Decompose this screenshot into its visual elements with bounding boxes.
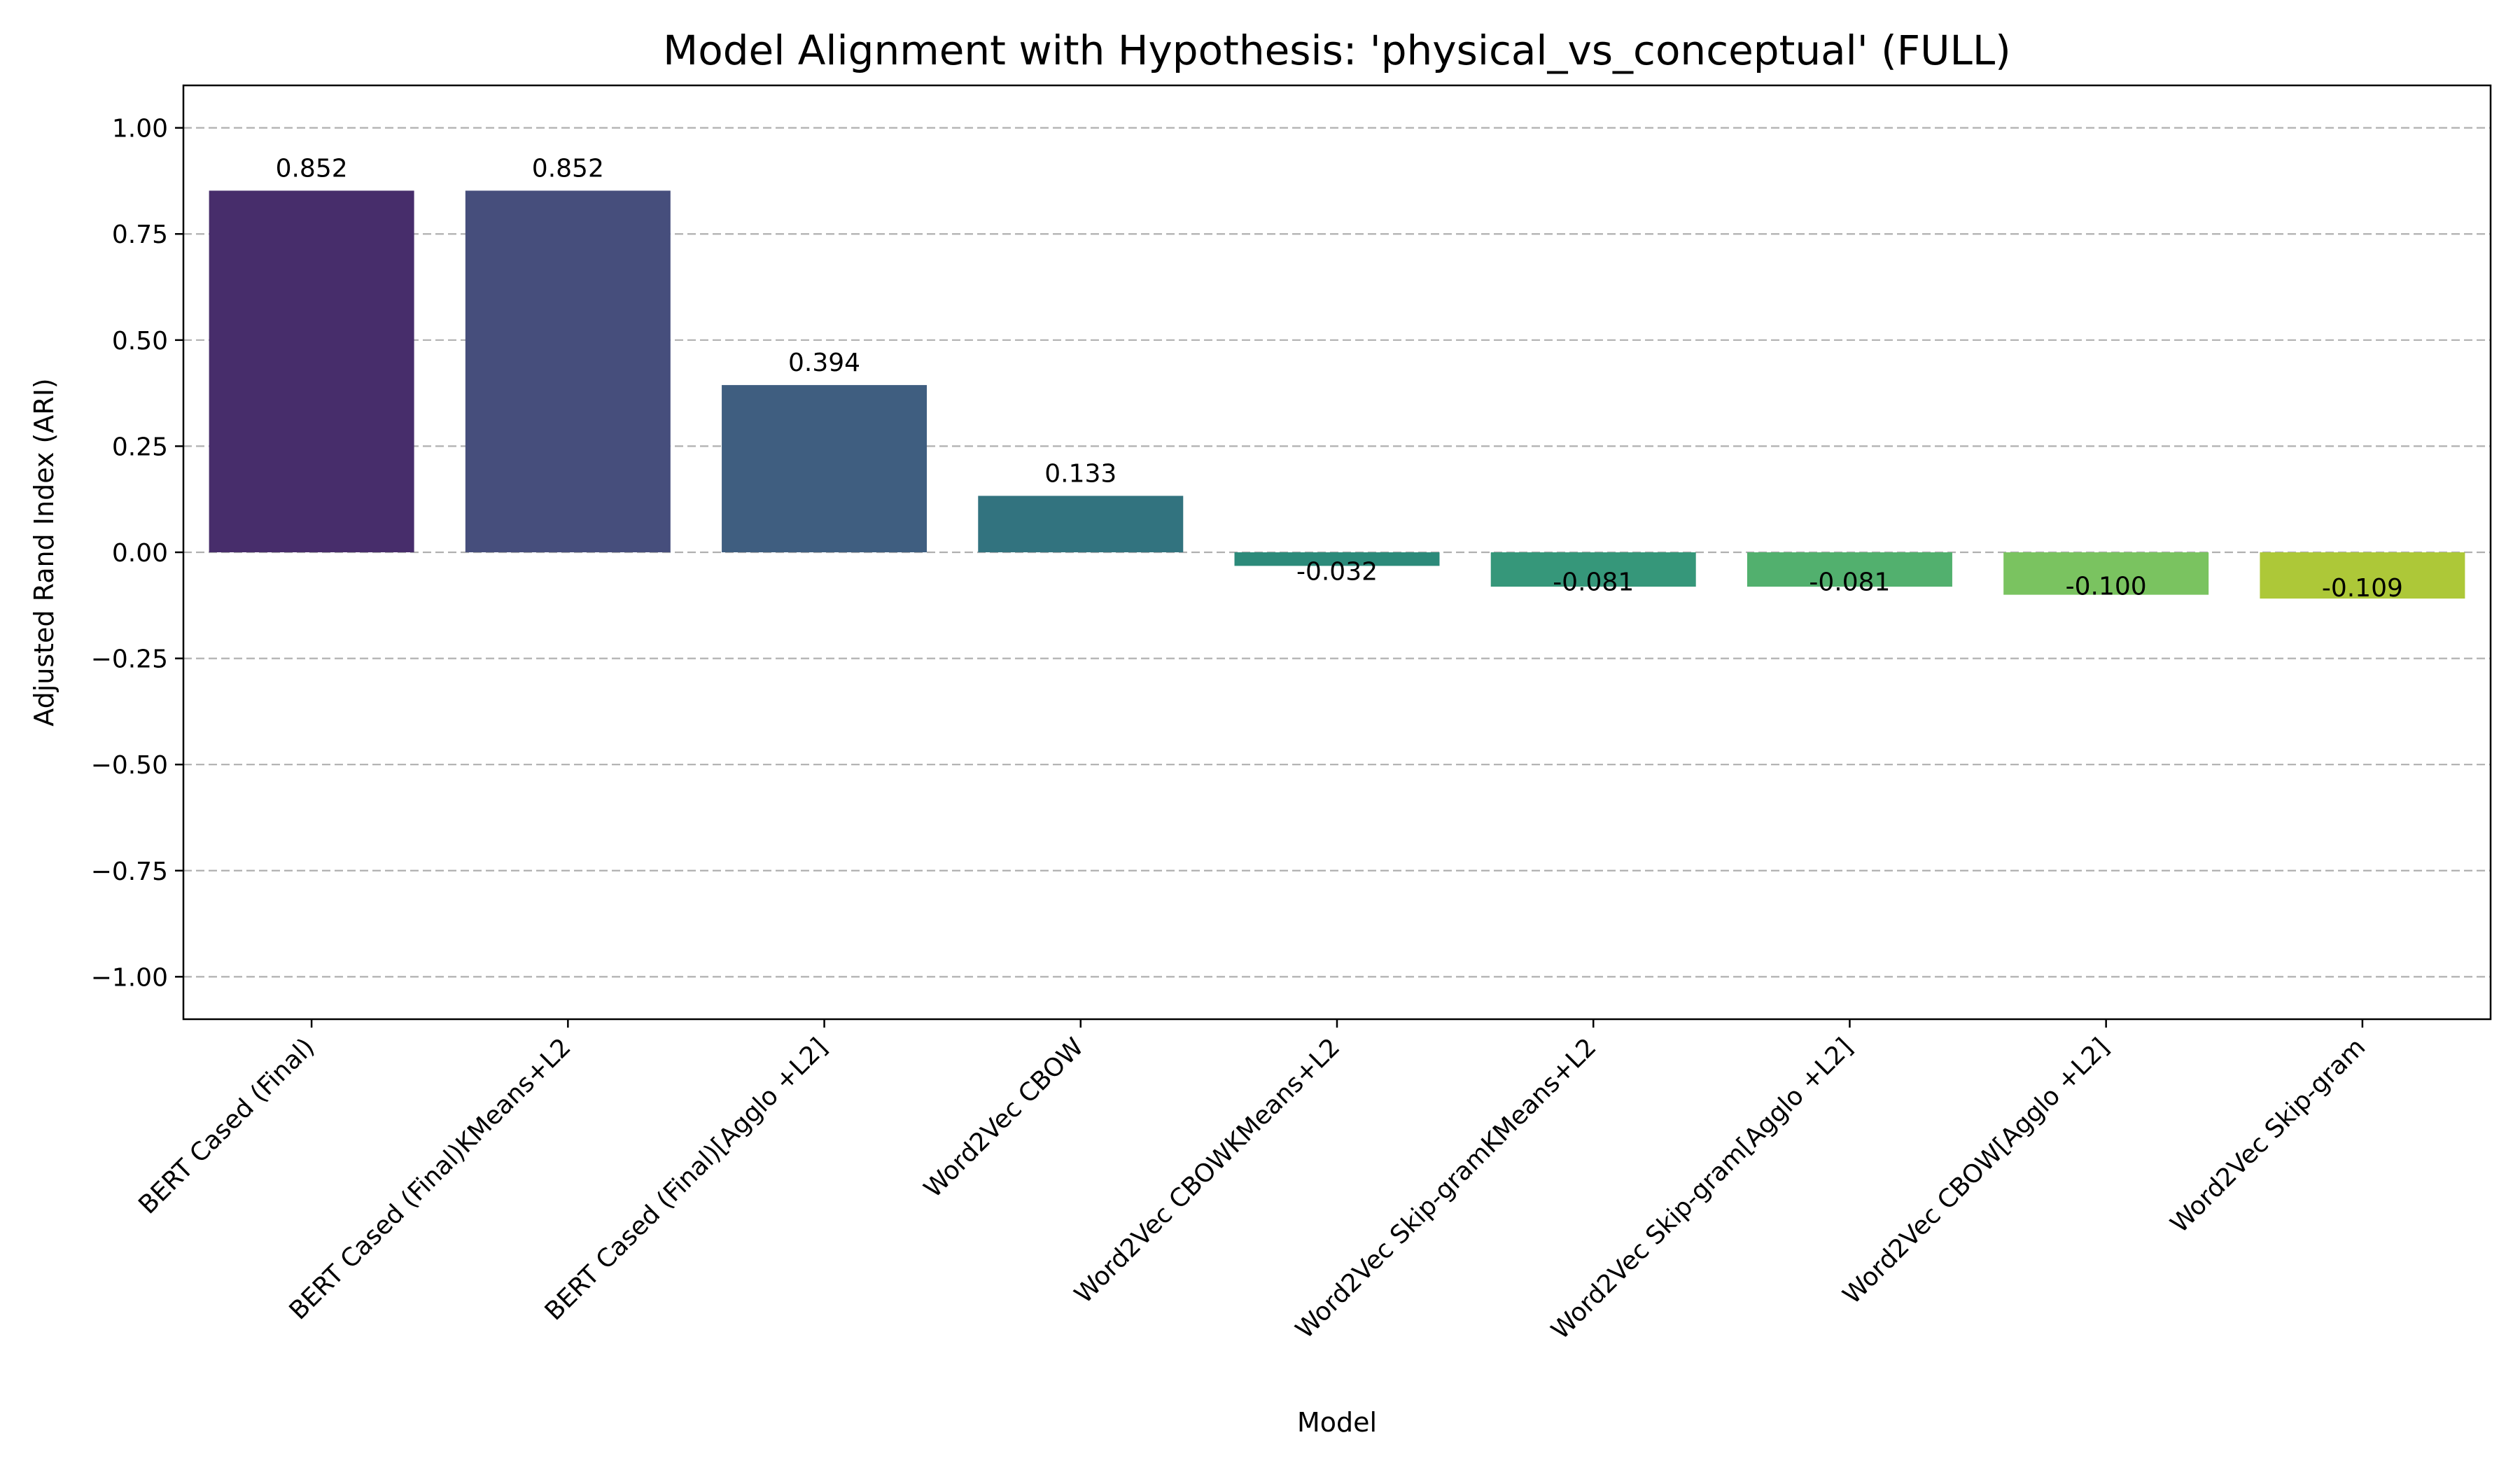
x-tick-label: Word2Vec CBOWKMeans+L2 [1070,1032,1346,1309]
x-tick-label: Word2Vec CBOW[Agglo +L2] [1837,1032,2115,1310]
bar-value-label: 0.133 [1044,459,1116,488]
bar-value-label: -0.081 [1553,568,1634,597]
bar [2260,552,2465,599]
bar [465,190,671,552]
x-tick-label: BERT Cased (Final)KMeans+L2 [284,1032,577,1325]
bar-value-label: -0.109 [2322,574,2403,603]
y-tick-label: −1.00 [91,963,168,992]
bar-value-label: -0.081 [1809,568,1890,597]
x-tick-label: Word2Vec CBOW [918,1032,1089,1203]
y-tick-label: 0.00 [112,539,168,568]
chart-title: Model Alignment with Hypothesis: 'physic… [663,27,2011,74]
bar [1746,552,1952,587]
bars [209,190,2465,599]
value-labels: 0.852 0.852 0.394 0.133 -0.032 -0.081 -0.081 -0… [276,154,2403,603]
bar [722,385,927,552]
y-tick-label: 0.75 [112,220,168,249]
y-tick-label: 1.00 [112,115,168,144]
y-tick-label: 0.50 [112,327,168,356]
bar-value-label: -0.032 [1296,558,1378,587]
bar-value-label: 0.852 [276,154,348,183]
bar [978,496,1184,552]
y-tick-label: −0.25 [91,645,168,674]
bar-value-label: -0.100 [2066,572,2147,601]
x-tick-label: Word2Vec Skip-gramKMeans+L2 [1290,1032,1602,1344]
bar-value-label: 0.394 [788,349,860,377]
y-tick-label: −0.75 [91,858,168,886]
x-tick-label: Word2Vec Skip-gram [2165,1032,2371,1238]
x-axis-label: Model [1297,1407,1377,1438]
x-tick-label: Word2Vec Skip-gram[Agglo +L2] [1546,1032,1858,1345]
y-tick-label: −0.50 [91,751,168,780]
y-axis: 1.00 0.75 0.50 0.25 0.00 −0.25 −0.50 −0.75 −1.00 [91,115,183,992]
bar [1234,552,1440,566]
bar [209,190,414,552]
y-axis-label: Adjusted Rand Index (ARI) [29,378,59,726]
bar-value-label: 0.852 [532,154,604,183]
x-axis: BERT Cased (Final)BERT Cased (Final)KMea… [133,1019,2371,1345]
bar [2003,552,2209,595]
bar [1490,552,1696,587]
x-tick-label: BERT Cased (Final)[Agglo +L2] [540,1032,833,1326]
x-tick-label: BERT Cased (Final) [133,1032,320,1219]
y-tick-label: 0.25 [112,433,168,461]
